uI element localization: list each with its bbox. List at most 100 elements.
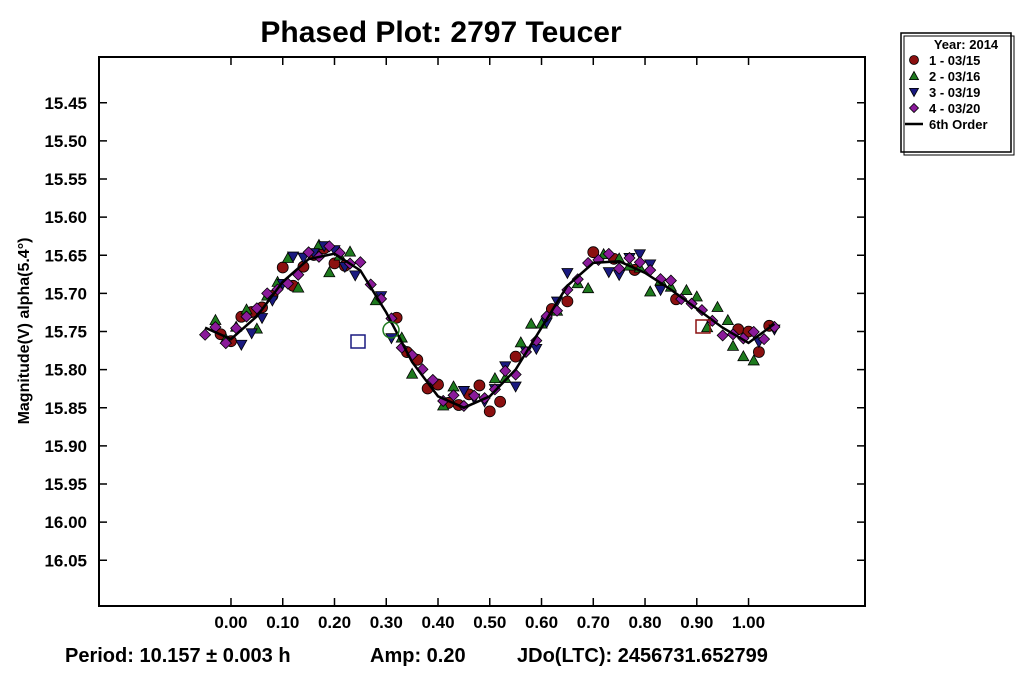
- data-point: [530, 334, 543, 347]
- x-tick-label: 0.00: [214, 613, 247, 632]
- x-tick-label: 0.60: [525, 613, 558, 632]
- epoch-text: JDo(LTC): 2456731.652799: [517, 645, 768, 667]
- data-point: [447, 389, 460, 402]
- data-point: [483, 405, 496, 418]
- plot-area: 15.45 15.50 15.55 15.60 15.65 15.70 15.75 15.80…: [44, 56, 866, 632]
- data-point: [716, 329, 729, 342]
- amplitude-text: Amp: 0.20: [370, 645, 466, 667]
- series-4: [199, 240, 781, 412]
- data-point: [457, 386, 471, 398]
- x-tick-label: 0.50: [473, 613, 506, 632]
- legend-marker: [908, 88, 920, 98]
- y-tick-label: 15.70: [44, 284, 87, 303]
- legend-label: 3 - 03/19: [929, 85, 980, 100]
- y-axis: 15.45 15.50 15.55 15.60 15.65 15.70 15.75 15.80…: [44, 94, 865, 570]
- data-point: [571, 273, 584, 286]
- y-tick-label: 15.80: [44, 361, 87, 380]
- x-tick-label: 0.70: [577, 613, 610, 632]
- data-point: [644, 285, 657, 297]
- data-point: [276, 261, 289, 274]
- data-point: [509, 381, 522, 393]
- data-point: [561, 268, 574, 280]
- highlight-markers: [350, 319, 711, 349]
- data-point: [690, 290, 703, 302]
- x-tick-label: 0.40: [421, 613, 454, 632]
- legend: Year: 2014 1 - 03/152 - 03/163 - 03/194 …: [900, 32, 1015, 156]
- y-tick-label: 15.50: [44, 132, 87, 151]
- data-point: [199, 328, 212, 341]
- data-point: [654, 285, 667, 297]
- data-point: [405, 367, 419, 379]
- y-tick-label: 15.55: [44, 170, 87, 189]
- legend-title: Year: 2014: [934, 37, 999, 52]
- legend-marker: [908, 102, 920, 114]
- footer: Period: 10.157 ± 0.003 h Amp: 0.20 JDo(L…: [65, 645, 768, 667]
- y-tick-label: 15.85: [44, 399, 87, 418]
- legend-label: 1 - 03/15: [929, 53, 980, 68]
- y-tick-label: 15.45: [44, 94, 87, 113]
- data-point: [602, 247, 615, 260]
- highlight-square-marker: [695, 319, 711, 334]
- x-tick-label: 1.00: [732, 613, 765, 632]
- data-point: [426, 373, 439, 387]
- y-tick-label: 16.00: [44, 513, 87, 532]
- data-point: [323, 240, 336, 253]
- data-point: [302, 246, 315, 259]
- x-tick-label: 0.90: [680, 613, 713, 632]
- data-point: [245, 328, 258, 340]
- period-text: Period: 10.157 ± 0.003 h: [65, 645, 291, 667]
- data-point: [473, 379, 486, 392]
- data-point: [664, 274, 677, 287]
- x-tick-label: 0.10: [266, 613, 299, 632]
- data-point: [261, 287, 274, 300]
- legend-items: 1 - 03/152 - 03/163 - 03/194 - 03/206th …: [905, 53, 988, 132]
- data-point: [323, 266, 336, 278]
- data-point: [457, 399, 470, 412]
- data-point: [758, 333, 771, 346]
- x-tick-label: 0.20: [318, 613, 351, 632]
- y-axis-label: Magnitude(V) alpha(5.4°): [16, 238, 33, 425]
- legend-shadow: [903, 35, 1015, 156]
- highlight-square-marker: [350, 334, 366, 349]
- data-point: [494, 395, 507, 408]
- y-tick-label: 15.90: [44, 437, 87, 456]
- data-point: [292, 281, 305, 293]
- data-point: [623, 251, 636, 265]
- x-axis: 0.00 0.10 0.20 0.30 0.40 0.50 0.60 0.70 0.80 0.90…: [214, 57, 765, 632]
- data-point: [255, 313, 269, 325]
- data-point: [499, 364, 512, 377]
- data-point: [349, 270, 362, 282]
- data-point: [488, 372, 502, 384]
- data-point: [737, 349, 750, 362]
- legend-label: 4 - 03/20: [929, 101, 980, 116]
- data-point: [633, 256, 646, 269]
- data-point: [240, 310, 253, 323]
- y-tick-label: 16.05: [44, 551, 87, 570]
- data-point: [286, 251, 300, 263]
- data-point: [581, 281, 595, 294]
- legend-marker: [908, 70, 920, 80]
- data-point: [721, 313, 735, 326]
- data-point: [680, 283, 693, 296]
- y-tick-label: 15.75: [44, 323, 87, 342]
- data-point: [726, 339, 740, 351]
- data-point: [561, 295, 574, 308]
- legend-label: 2 - 03/16: [929, 69, 980, 84]
- data-point: [711, 300, 724, 312]
- fit-curve: [204, 252, 776, 410]
- y-tick-label: 15.95: [44, 475, 87, 494]
- highlight-circle-marker: [382, 321, 400, 339]
- legend-label: 6th Order: [929, 117, 988, 132]
- y-tick-label: 15.60: [44, 208, 87, 227]
- x-tick-label: 0.30: [370, 613, 403, 632]
- data-point: [587, 246, 600, 259]
- data-point: [602, 267, 615, 279]
- data-point: [561, 283, 574, 296]
- data-point: [343, 245, 357, 257]
- x-tick-label: 0.80: [628, 613, 661, 632]
- data-point: [354, 256, 367, 269]
- y-tick-label: 15.65: [44, 246, 87, 265]
- data-point: [509, 350, 522, 363]
- data-point: [524, 317, 538, 329]
